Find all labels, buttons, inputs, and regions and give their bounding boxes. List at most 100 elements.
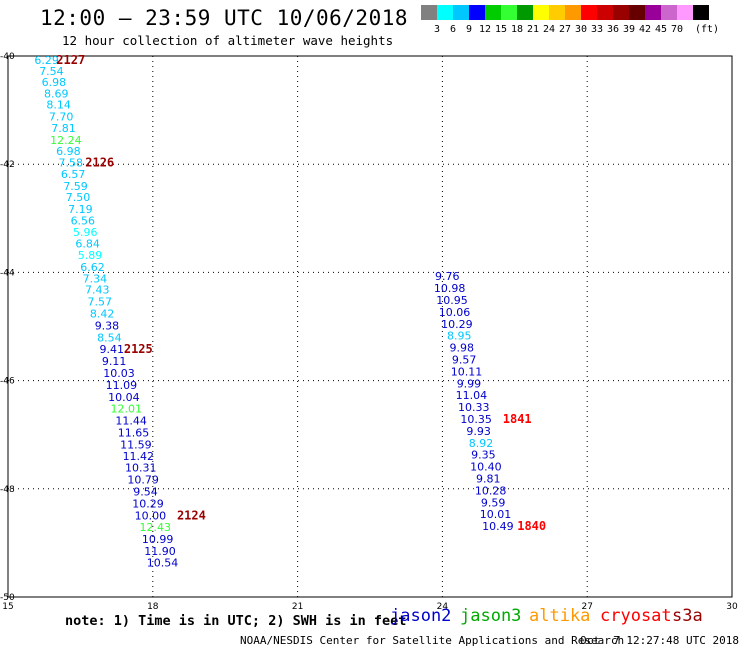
wave-height-value: 6.29 xyxy=(34,54,59,67)
x-tick-label: 30 xyxy=(726,602,738,612)
x-tick-label: 24 xyxy=(437,602,449,612)
wave-height-value: 10.03 xyxy=(103,367,135,380)
wave-height-value: 9.38 xyxy=(95,319,120,332)
wave-height-value: 6.56 xyxy=(71,214,96,227)
wave-height-value: 7.43 xyxy=(85,284,110,297)
x-tick-label: 21 xyxy=(292,602,303,612)
wave-height-value: 9.35 xyxy=(471,449,496,462)
scale-label: 45 xyxy=(655,24,668,35)
scale-swatch xyxy=(453,5,469,20)
scale-label: 27 xyxy=(559,24,572,35)
wave-height-value: 7.70 xyxy=(49,111,74,124)
wave-height-value: 9.81 xyxy=(476,473,501,486)
scale-swatch xyxy=(645,5,661,20)
wave-height-value: 6.84 xyxy=(75,238,100,251)
wave-height-value: 10.28 xyxy=(475,484,507,497)
pass-time-label: 2125 xyxy=(124,342,153,356)
footer-credit: NOAA/NESDIS Center for Satellite Applica… xyxy=(240,634,625,647)
scale-swatch xyxy=(517,5,533,20)
legend-jason3: jason3 xyxy=(460,606,522,626)
y-tick-label: -50 xyxy=(0,593,15,603)
scale-label: 36 xyxy=(607,24,620,35)
page-subtitle: 12 hour collection of altimeter wave hei… xyxy=(62,33,394,48)
plot-frame xyxy=(7,55,733,598)
scale-label: 15 xyxy=(495,24,508,35)
wave-height-value: 8.42 xyxy=(90,308,115,321)
wave-height-value: 10.54 xyxy=(147,556,179,569)
scale-label: 70 xyxy=(671,24,684,35)
wave-height-value: 11.42 xyxy=(123,450,155,463)
scale-label: 39 xyxy=(623,24,636,35)
scale-label: 24 xyxy=(543,24,556,35)
wave-height-value: 9.57 xyxy=(452,354,477,367)
wave-height-value: 9.59 xyxy=(481,496,506,509)
scale-swatch xyxy=(565,5,581,20)
y-tick-label: -48 xyxy=(0,485,15,495)
wave-height-value: 6.57 xyxy=(61,168,86,181)
scale-label: 21 xyxy=(527,24,540,35)
scale-label: 33 xyxy=(591,24,604,35)
wave-height-value: 10.98 xyxy=(434,282,466,295)
x-tick-label: 18 xyxy=(147,602,159,612)
page-title: 12:00 – 23:59 UTC 10/06/2018 xyxy=(40,6,409,30)
pass-time-label: 1840 xyxy=(517,519,546,533)
wave-height-value: 10.95 xyxy=(436,294,468,307)
legend-altika: altika xyxy=(529,606,591,626)
scale-swatch xyxy=(661,5,677,20)
scale-label: 18 xyxy=(511,24,524,35)
y-tick-label: -44 xyxy=(0,268,15,278)
wave-height-value: 10.29 xyxy=(132,497,164,510)
pass-time-label: 1841 xyxy=(503,412,532,426)
pass-time-label: 2127 xyxy=(56,53,85,67)
wave-height-value: 10.04 xyxy=(108,391,140,404)
wave-height-value: 9.99 xyxy=(457,377,482,390)
scale-swatch xyxy=(437,5,453,20)
scale-swatch xyxy=(469,5,485,20)
scale-swatch xyxy=(421,5,437,20)
scale-unit: (ft) xyxy=(695,24,720,35)
x-tick-label: 27 xyxy=(581,602,592,612)
wave-height-value: 7.57 xyxy=(87,296,112,309)
legend-jason2: jason2 xyxy=(390,606,452,626)
scale-swatch xyxy=(693,5,709,20)
wave-height-value: 8.54 xyxy=(97,331,122,344)
legend-cryosat: cryosat xyxy=(600,606,672,626)
scale-swatch xyxy=(597,5,613,20)
scale-swatch xyxy=(501,5,517,20)
wave-height-value: 11.09 xyxy=(106,379,138,392)
wave-height-value: 6.98 xyxy=(42,76,67,89)
wave-height-value: 10.06 xyxy=(439,306,471,319)
wave-height-value: 10.33 xyxy=(458,401,490,414)
wave-height-value: 9.76 xyxy=(435,270,460,283)
wave-height-value: 10.11 xyxy=(451,365,483,378)
wave-height-value: 8.95 xyxy=(447,330,472,343)
footer-timestamp: Oct 7 12:27:48 UTC 2018 xyxy=(580,634,739,647)
pass-time-label: 2124 xyxy=(177,508,206,522)
wave-height-value: 7.58 xyxy=(58,157,83,170)
wave-height-value: 11.65 xyxy=(118,427,150,440)
scale-swatch xyxy=(549,5,565,20)
wave-height-value: 10.00 xyxy=(135,509,167,522)
wave-height-value: 5.96 xyxy=(73,226,98,239)
wave-height-value: 7.19 xyxy=(68,203,93,216)
scale-swatch xyxy=(629,5,645,20)
legend-note: note: 1) Time is in UTC; 2) SWH is in fe… xyxy=(65,613,407,629)
wave-height-value: 11.44 xyxy=(115,415,147,428)
wave-height-value: 7.54 xyxy=(39,65,64,78)
wave-height-value: 10.31 xyxy=(125,462,157,475)
wave-height-value: 7.50 xyxy=(66,191,91,204)
wave-height-value: 10.99 xyxy=(142,533,174,546)
wave-height-value: 9.41 xyxy=(100,343,125,356)
wave-height-value: 9.54 xyxy=(133,486,158,499)
scale-label: 3 xyxy=(434,24,441,35)
scale-swatch xyxy=(581,5,597,20)
wave-height-value: 10.35 xyxy=(460,413,492,426)
wave-height-value: 6.62 xyxy=(80,261,105,274)
y-tick-label: -46 xyxy=(0,377,15,387)
wave-height-value: 12.01 xyxy=(111,403,143,416)
wave-height-value: 10.49 xyxy=(482,520,514,533)
wave-height-value: 7.81 xyxy=(51,122,76,135)
scale-label: 42 xyxy=(639,24,652,35)
